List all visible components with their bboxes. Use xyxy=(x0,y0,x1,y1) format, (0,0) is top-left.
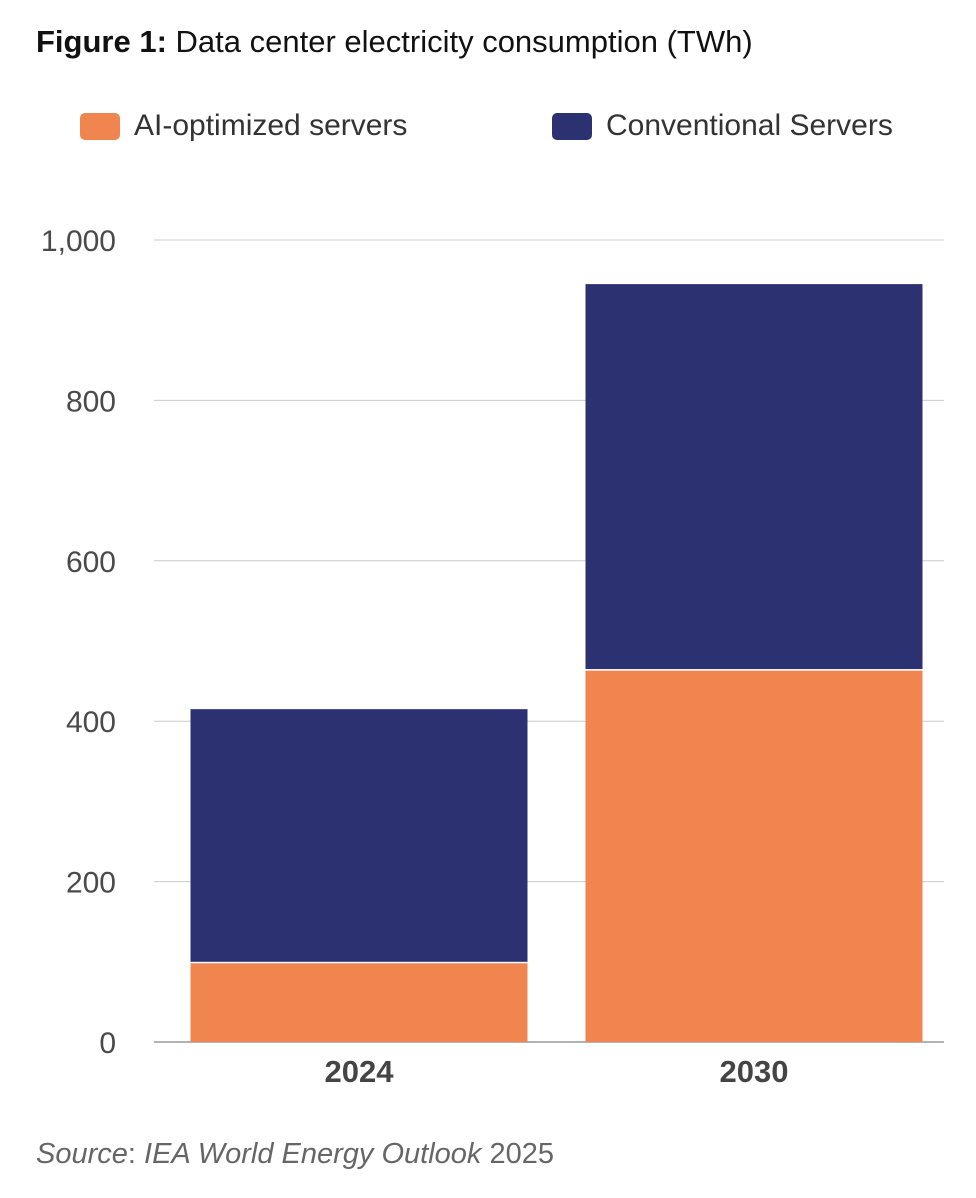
source-separator: : xyxy=(127,1138,145,1170)
stacked-bar-chart: 0 200 400 600 800 1,000 2024 2030 xyxy=(41,225,944,1089)
source-publication: IEA World Energy Outlook xyxy=(144,1138,482,1170)
legend-item-conventional: Conventional Servers xyxy=(552,106,893,146)
legend-label-conventional: Conventional Servers xyxy=(606,109,893,142)
figure-caption: Data center electricity consumption (TWh… xyxy=(166,24,753,59)
bars xyxy=(190,284,923,1042)
source-year: 2025 xyxy=(481,1138,554,1170)
x-tick-label: 2024 xyxy=(325,1054,395,1089)
legend-item-ai-optimized: AI-optimized servers xyxy=(80,106,407,146)
bar-2024-ai-optimized-servers xyxy=(190,961,528,1042)
y-tick-label: 0 xyxy=(99,1027,116,1060)
legend-swatch-conventional xyxy=(552,112,592,140)
chart-title: Figure 1: Data center electricity consum… xyxy=(36,20,753,64)
source-label: Source xyxy=(36,1138,128,1170)
y-tick-label: 800 xyxy=(66,385,116,418)
legend-swatch-ai-optimized xyxy=(80,112,120,140)
x-tick-label: 2030 xyxy=(720,1054,789,1089)
source-note: Source: IEA World Energy Outlook 2025 xyxy=(36,1134,554,1174)
figure-number: Figure 1: xyxy=(36,24,167,59)
bar-2030-ai-optimized-servers xyxy=(585,669,923,1042)
bar-2024-conventional-servers xyxy=(190,709,528,962)
y-tick-label: 400 xyxy=(66,706,116,739)
y-tick-label: 1,000 xyxy=(41,225,116,258)
legend-label-ai-optimized: AI-optimized servers xyxy=(134,109,408,142)
legend: AI-optimized servers Conventional Server… xyxy=(0,106,976,146)
y-tick-label: 600 xyxy=(66,546,116,579)
bar-2030-conventional-servers xyxy=(585,284,923,670)
y-tick-label: 200 xyxy=(66,867,116,900)
axis-labels: 0 200 400 600 800 1,000 2024 2030 xyxy=(41,225,789,1089)
